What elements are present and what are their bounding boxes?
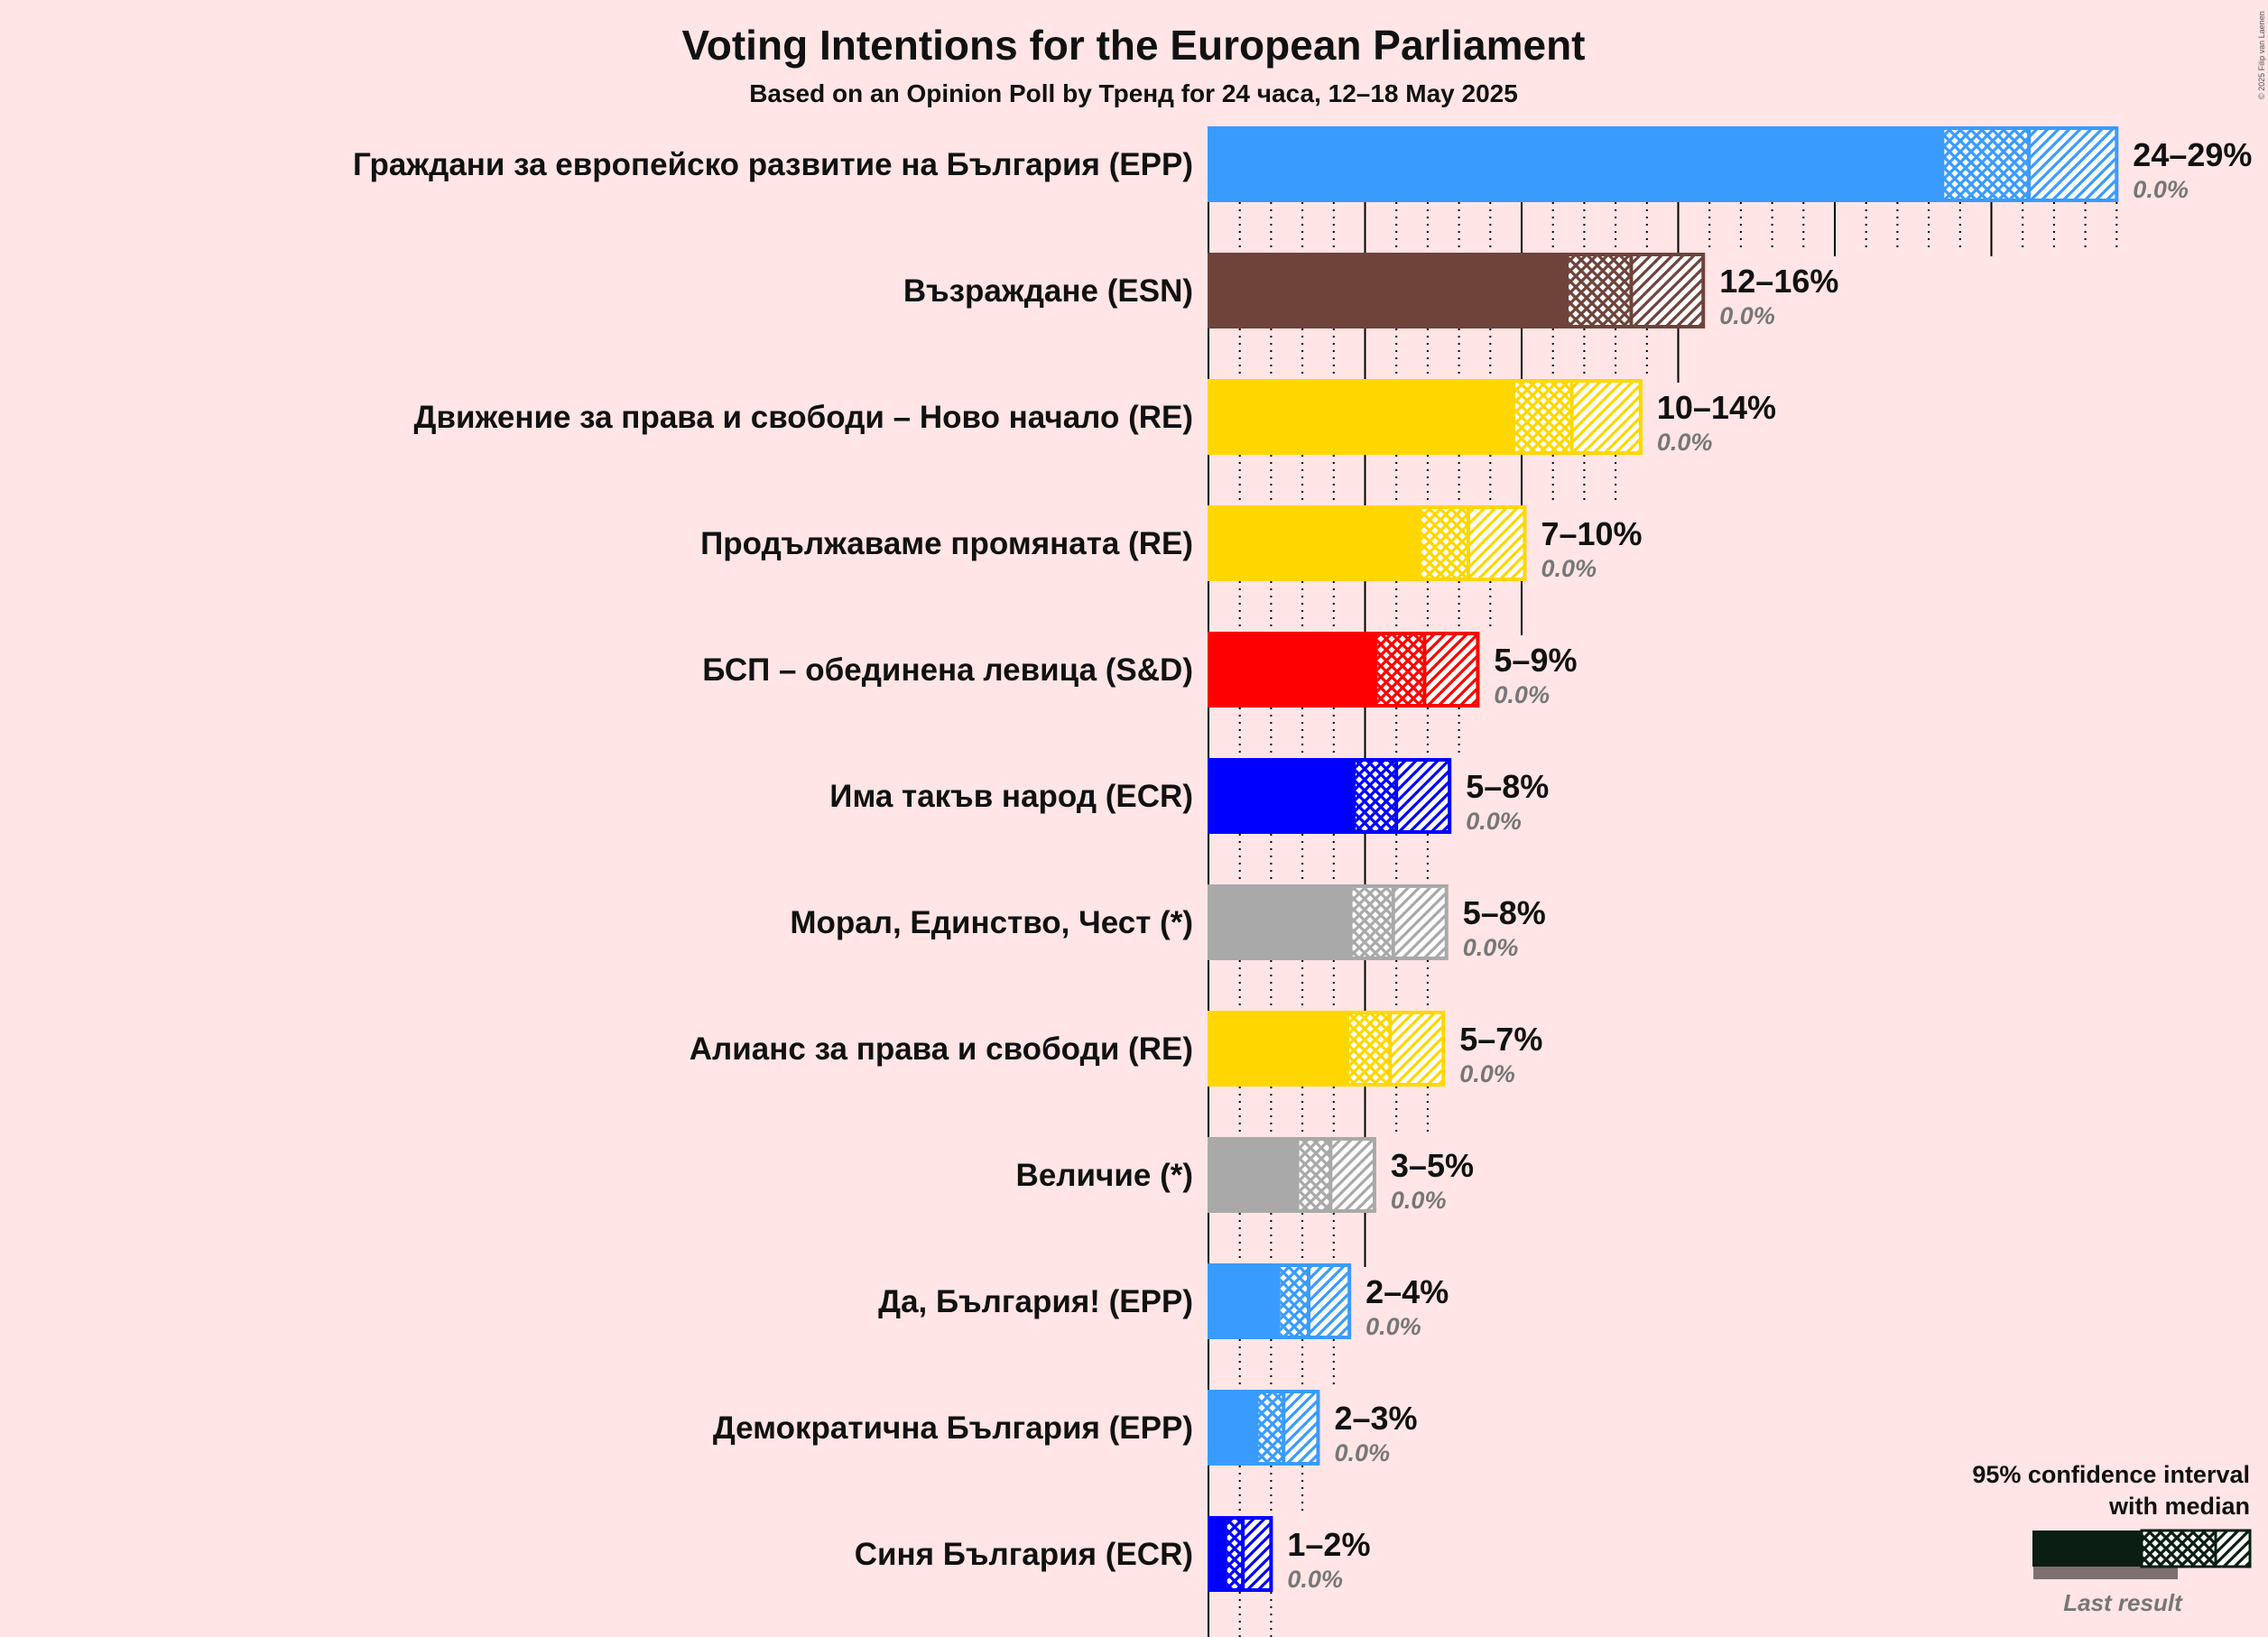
chart-title: Voting Intentions for the European Parli…: [682, 22, 1586, 69]
bar-ci-upper: [2029, 128, 2117, 200]
range-label: 5–8%: [1466, 768, 1549, 805]
legend-ci-lower-hatch: [2140, 1529, 2217, 1568]
last-result-label: 0.0%: [1466, 808, 1522, 835]
bar-solid: [1208, 379, 1516, 455]
party-label: Синя България (ECR): [855, 1537, 1193, 1572]
bar-solid: [1208, 758, 1356, 834]
bar-solid: [1208, 505, 1421, 581]
bar-solid: [1208, 1011, 1350, 1087]
legend-ci-upper-hatch: [2214, 1529, 2252, 1568]
bar-outline: [1208, 1390, 1320, 1466]
bar-ci-upper: [1631, 254, 1704, 327]
last-result-label: 0.0%: [2133, 176, 2189, 203]
bar-solid: [1208, 253, 1569, 328]
party-label: Демократична България (EPP): [713, 1410, 1193, 1446]
range-label: 10–14%: [1657, 389, 1776, 426]
party-label: Възраждане (ESN): [903, 273, 1193, 309]
bar-ci-lower: [1377, 634, 1425, 706]
bar-solid: [1208, 1137, 1300, 1213]
bar-ci-upper: [1330, 1139, 1375, 1211]
last-result-label: 0.0%: [1365, 1313, 1421, 1340]
legend-title-line2: with median: [2108, 1493, 2250, 1520]
range-label: 5–7%: [1459, 1021, 1542, 1058]
bar-solid: [1208, 1263, 1281, 1339]
bar-solid: [1208, 126, 1945, 202]
party-label: Продължаваме промяната (RE): [700, 526, 1193, 561]
last-result-label: 0.0%: [1463, 934, 1519, 961]
bar-ci-lower: [1352, 886, 1393, 958]
chart-subtitle: Based on an Opinion Poll by Тренд for 24…: [749, 79, 1518, 107]
bar-ci-lower: [1569, 254, 1632, 327]
bar-solid: [1208, 1390, 1259, 1466]
party-label: БСП – обединена левица (S&D): [702, 652, 1193, 688]
bar-ci-lower: [1421, 507, 1469, 579]
copyright-note: © 2025 Filip van Laenen: [2257, 11, 2266, 99]
bar-outline: [1208, 1263, 1352, 1339]
legend-ci-solid: [2032, 1531, 2142, 1567]
bar-outline: [1208, 1011, 1446, 1087]
bar-outline: [1208, 1137, 1376, 1213]
bar-outline: [1208, 253, 1706, 328]
bar-outline: [1208, 632, 1480, 708]
bar-outline: [1208, 884, 1449, 960]
range-label: 24–29%: [2133, 136, 2252, 173]
bars-group: Граждани за европейско развитие на Бълга…: [353, 126, 2252, 1637]
bar-outline: [1208, 758, 1452, 834]
last-result-label: 0.0%: [1459, 1060, 1515, 1087]
bar-ci-upper: [1393, 886, 1447, 958]
bar-ci-upper: [1390, 1013, 1444, 1085]
bar-solid: [1208, 1516, 1227, 1592]
range-label: 7–10%: [1541, 515, 1642, 552]
bar-ci-lower: [1356, 760, 1397, 832]
last-result-label: 0.0%: [1719, 302, 1775, 329]
range-label: 1–2%: [1287, 1526, 1370, 1563]
legend-title-line1: 95% confidence interval: [1972, 1461, 2250, 1488]
party-label: Движение за права и свободи – Ново начал…: [414, 400, 1193, 435]
legend-last-result-label: Last result: [2063, 1589, 2183, 1616]
range-label: 5–8%: [1463, 894, 1546, 931]
bar-outline: [1208, 126, 2119, 202]
last-result-label: 0.0%: [1657, 429, 1713, 456]
bar-ci-lower: [1227, 1518, 1244, 1590]
party-label: Морал, Единство, Чест (*): [790, 905, 1193, 940]
bar-ci-lower: [1299, 1139, 1331, 1211]
party-label: Граждани за европейско развитие на Бълга…: [353, 147, 1193, 182]
bar-solid: [1208, 884, 1353, 960]
bar-solid: [1208, 632, 1378, 708]
last-result-label: 0.0%: [1334, 1439, 1390, 1466]
bar-ci-upper: [1396, 760, 1450, 832]
bar-ci-upper: [1571, 381, 1641, 453]
party-label: Да, България! (EPP): [878, 1284, 1193, 1319]
range-label: 5–9%: [1494, 642, 1577, 679]
bar-ci-upper: [1283, 1392, 1319, 1464]
bar-ci-upper: [1468, 507, 1525, 579]
range-label: 3–5%: [1391, 1147, 1474, 1184]
range-label: 2–4%: [1365, 1273, 1449, 1310]
last-result-label: 0.0%: [1541, 555, 1597, 582]
range-label: 12–16%: [1719, 263, 1838, 300]
bar-outline: [1208, 505, 1527, 581]
bar-ci-lower: [1515, 381, 1572, 453]
bar-ci-lower: [1258, 1392, 1284, 1464]
bar-outline: [1208, 1516, 1273, 1592]
last-result-label: 0.0%: [1494, 681, 1550, 708]
last-result-label: 0.0%: [1287, 1566, 1343, 1593]
bar-ci-upper: [1424, 634, 1478, 706]
range-label: 2–3%: [1334, 1400, 1417, 1437]
bar-ci-lower: [1349, 1013, 1391, 1085]
party-label: Величие (*): [1016, 1158, 1193, 1193]
bar-ci-lower: [1280, 1265, 1310, 1337]
bar-ci-lower: [1944, 128, 2030, 200]
last-result-label: 0.0%: [1391, 1187, 1447, 1214]
bar-ci-upper: [1309, 1265, 1350, 1337]
legend: 95% confidence interval with median Last…: [1972, 1461, 2252, 1616]
bar-ci-upper: [1243, 1518, 1272, 1590]
party-label: Алианс за права и свободи (RE): [690, 1031, 1193, 1067]
bar-outline: [1208, 379, 1643, 455]
party-label: Има такъв народ (ECR): [829, 779, 1193, 814]
